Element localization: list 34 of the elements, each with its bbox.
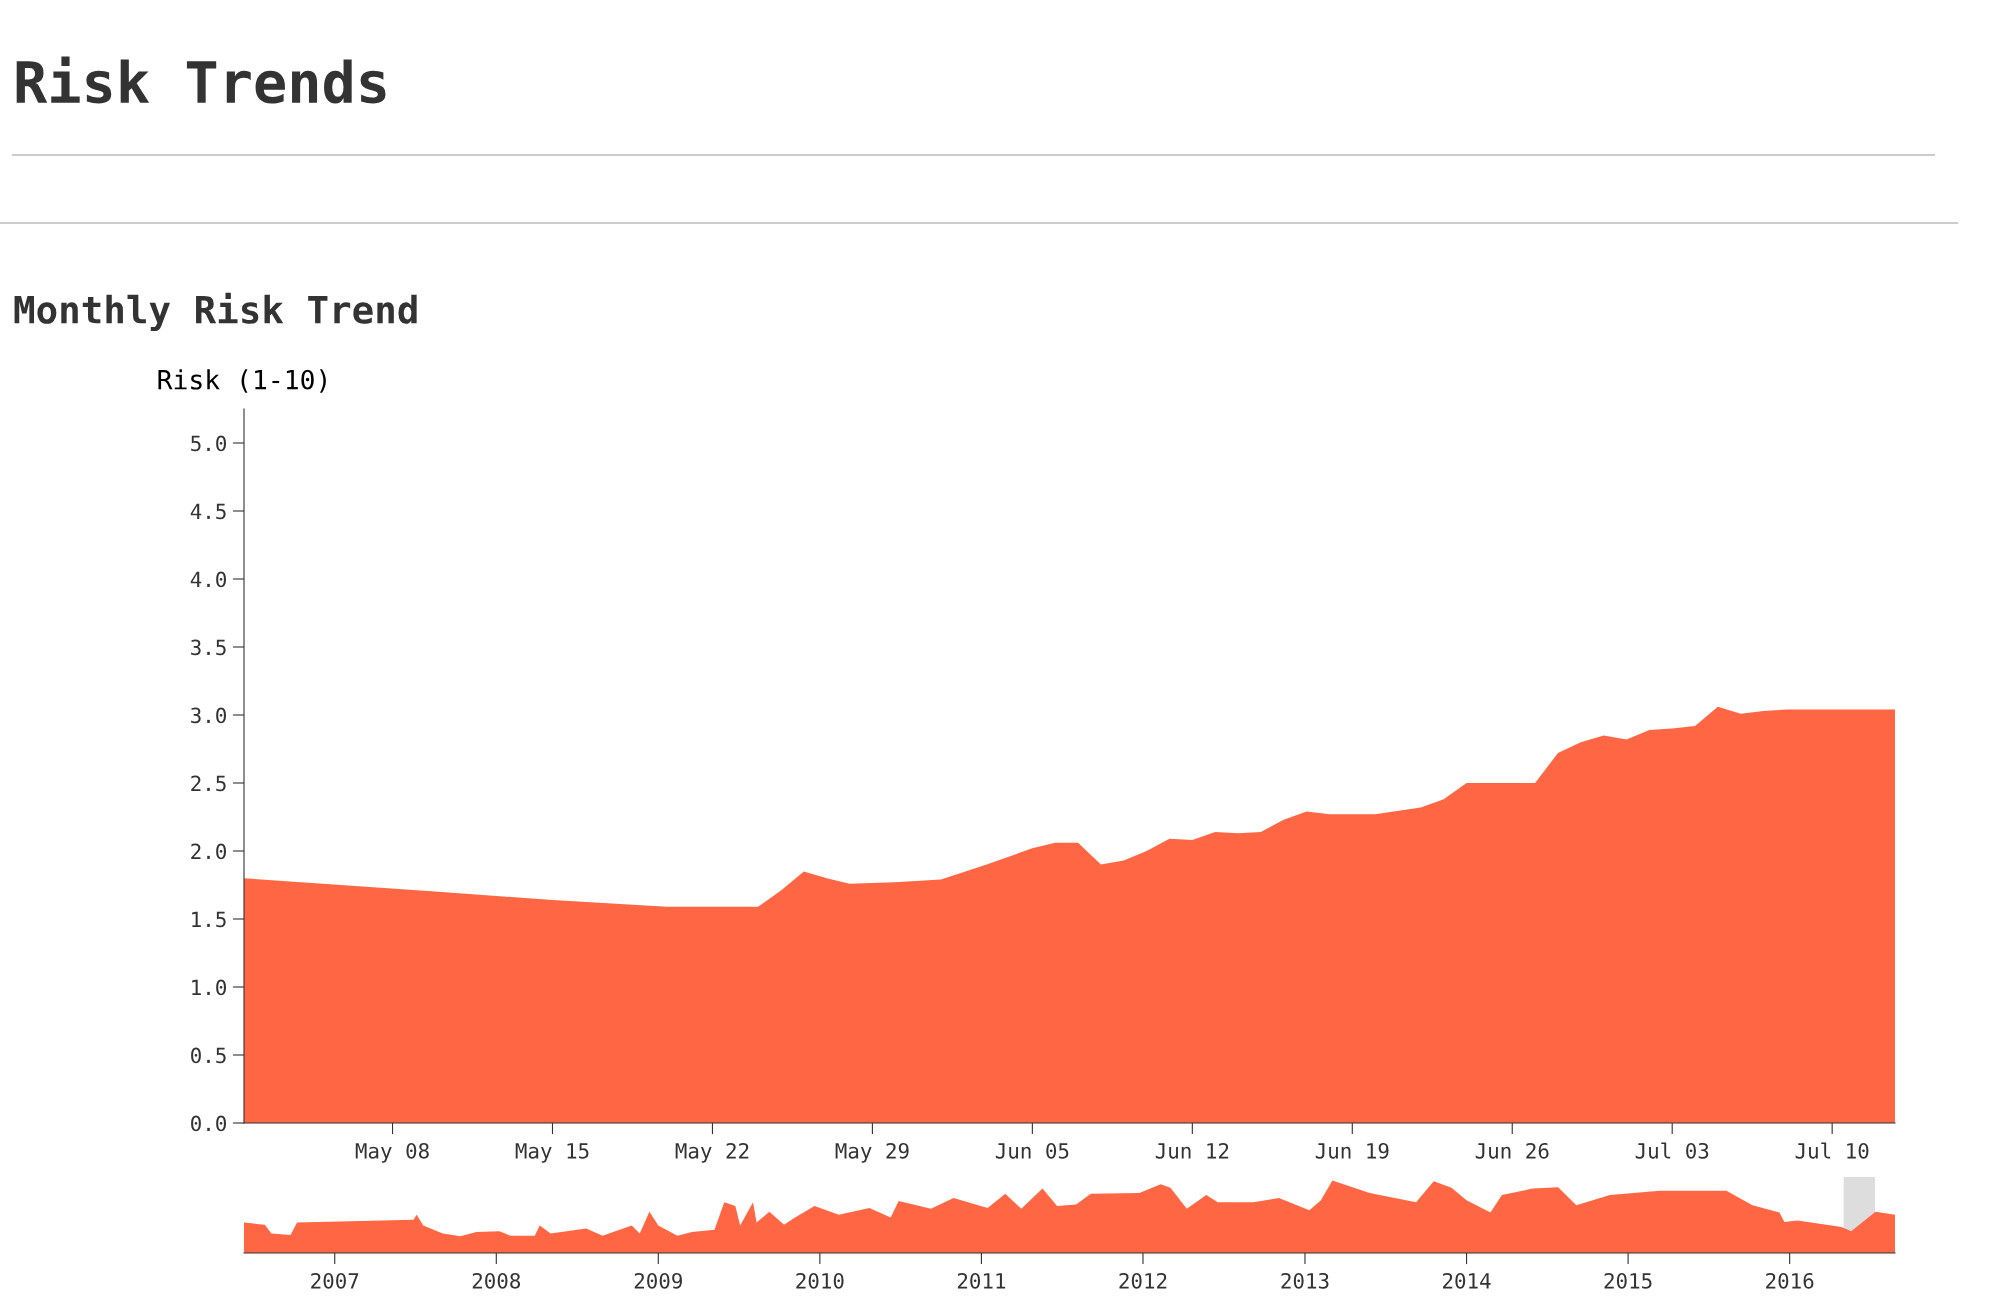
x-tick-label: Jul 10: [1795, 1142, 1869, 1159]
x-tick-label: 2015: [1604, 1272, 1652, 1289]
x-tick-label: Jun 05: [995, 1142, 1069, 1159]
x-tick-label: 2012: [1119, 1272, 1167, 1289]
chart-title: Risk Trends: [16, 56, 386, 104]
y-tick-label: 2.0: [191, 843, 226, 860]
x-tick-label: 2016: [1766, 1272, 1814, 1289]
x-tick-label: May 15: [515, 1143, 589, 1163]
y-tick-label: 4.0: [190, 571, 226, 588]
x-tick-label: Jun 26: [1475, 1142, 1549, 1159]
y-tick-label: 0.0: [191, 1115, 226, 1132]
y-tick-label: 4.5: [190, 503, 226, 520]
x-tick-label: Jun 19: [1315, 1142, 1389, 1159]
x-tick-label: 2011: [957, 1272, 1006, 1289]
y-tick-label: 2.5: [191, 775, 226, 792]
x-tick-label: 2007: [311, 1272, 359, 1289]
x-tick-label: 2010: [796, 1272, 844, 1289]
y-tick-label: 1.0: [192, 979, 226, 996]
y-tick-label: 3.5: [191, 639, 226, 656]
x-tick-label: 2013: [1281, 1272, 1329, 1289]
x-tick-label: May 29: [835, 1142, 909, 1163]
y-axis-title: Risk (1-10): [158, 369, 326, 393]
x-tick-label: Jun 12: [1155, 1142, 1229, 1159]
y-tick-label: 0.5: [191, 1047, 226, 1064]
x-tick-label: 2009: [634, 1272, 682, 1289]
x-tick-label: 2008: [472, 1272, 521, 1289]
x-tick-label: May 22: [675, 1142, 749, 1163]
chart-subtitle: Monthly Risk Trend: [14, 292, 417, 332]
x-tick-label: Jul 03: [1635, 1142, 1709, 1159]
y-tick-label: 5.0: [191, 435, 226, 452]
x-tick-label: 2014: [1443, 1272, 1491, 1289]
y-tick-label: 1.5: [192, 911, 226, 928]
y-tick-label: 3.0: [191, 707, 226, 724]
x-tick-label: May 08: [355, 1142, 429, 1163]
